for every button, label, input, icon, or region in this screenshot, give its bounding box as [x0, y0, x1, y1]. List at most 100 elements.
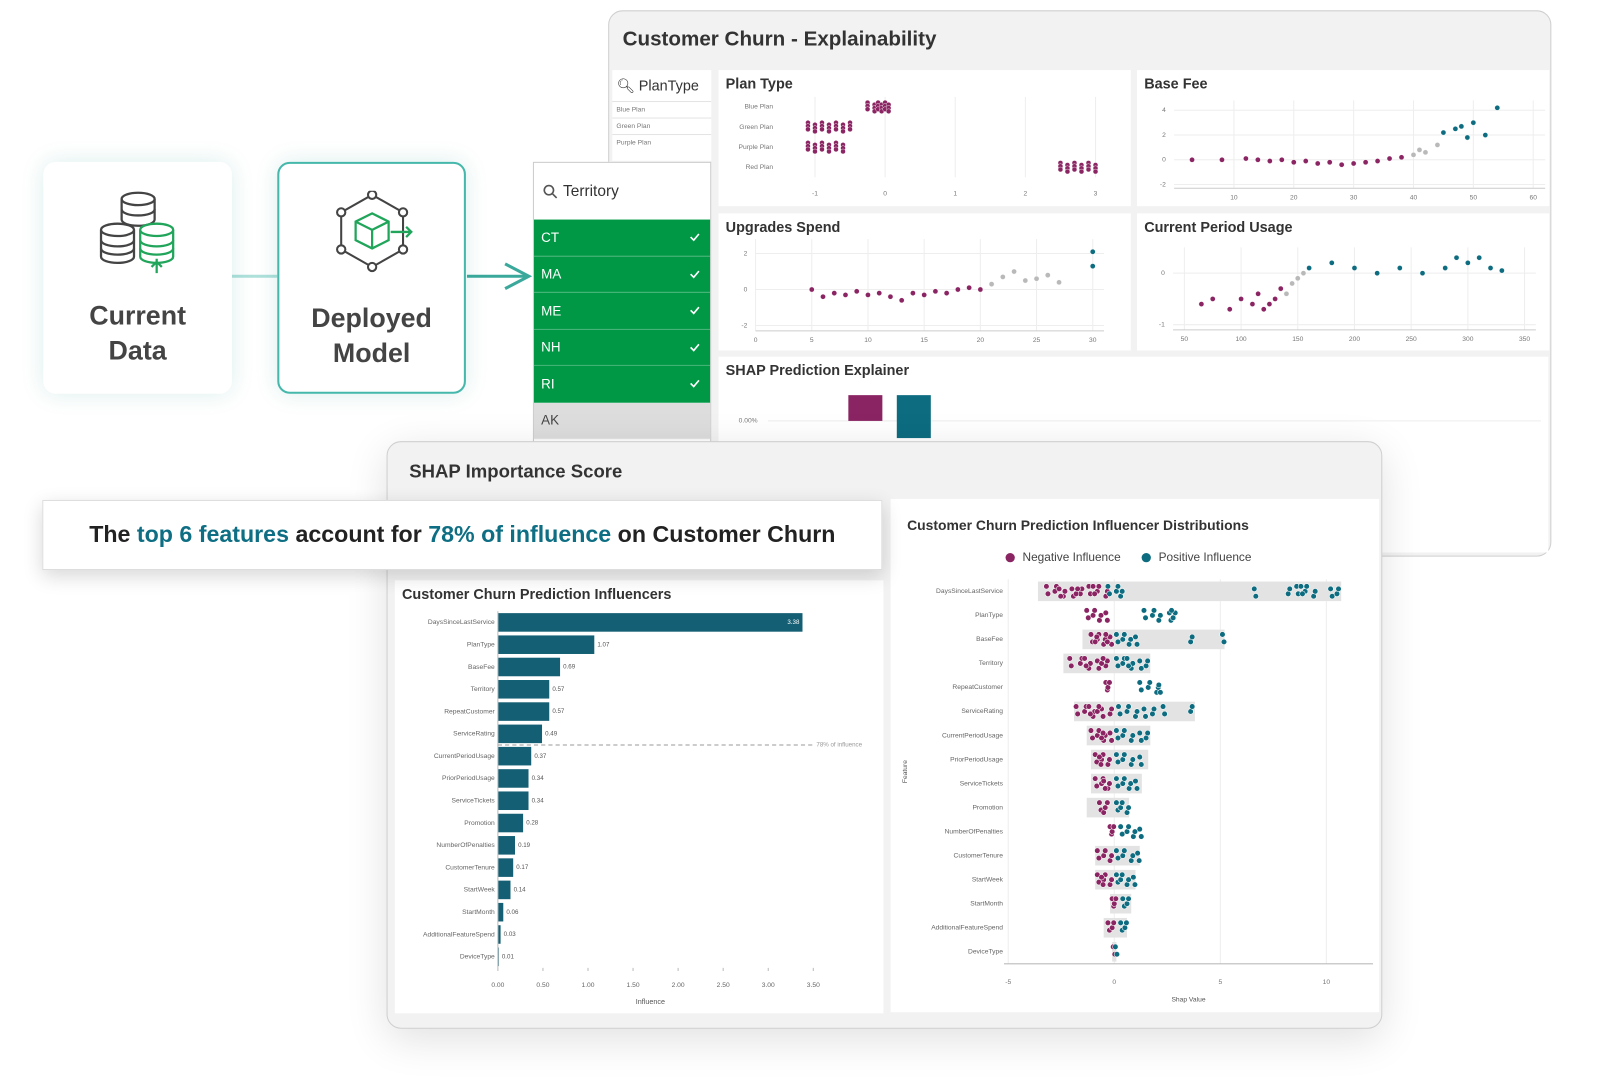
y-tick-label: 0	[1161, 270, 1165, 277]
filter-item[interactable]: ME	[533, 292, 711, 330]
point	[1291, 159, 1297, 166]
point	[1123, 828, 1131, 835]
point	[840, 128, 846, 135]
point	[812, 122, 818, 128]
reference-label: 78% of influence	[816, 742, 862, 749]
point	[1189, 633, 1196, 640]
filter-item[interactable]: AK	[533, 402, 711, 440]
point	[853, 288, 860, 295]
point	[1071, 163, 1078, 169]
point	[871, 101, 878, 108]
point	[833, 146, 839, 153]
point	[826, 148, 832, 155]
point	[1098, 660, 1105, 667]
point	[1100, 809, 1107, 816]
point	[1091, 708, 1098, 715]
point	[1249, 301, 1256, 307]
range-box	[1090, 749, 1149, 770]
x-tick-label: 0.50	[536, 982, 549, 989]
point	[1107, 710, 1114, 717]
point	[1300, 270, 1307, 276]
point	[1434, 142, 1441, 148]
point	[1114, 783, 1121, 790]
x-tick-label: 200	[1349, 336, 1360, 343]
chart-card: Upgrades Spend 0 5 10 15 20 25 30 -2 0 2	[718, 213, 1131, 351]
point	[1087, 710, 1094, 717]
point	[1104, 761, 1111, 768]
y-tick-label: -2	[741, 322, 747, 329]
point	[1132, 713, 1139, 720]
point	[1093, 633, 1100, 640]
value-label: 0.28	[526, 820, 539, 827]
point	[1112, 895, 1119, 902]
point	[1119, 852, 1126, 859]
point	[1335, 585, 1342, 592]
point	[1102, 636, 1109, 643]
filter-item[interactable]: MA	[533, 256, 711, 293]
point	[1128, 737, 1135, 744]
value-label: 0.01	[502, 953, 515, 960]
value-label: 0.34	[532, 775, 545, 782]
filter-item[interactable]: CT	[533, 219, 711, 257]
point	[1085, 703, 1092, 710]
point	[1098, 705, 1105, 713]
point	[1057, 163, 1064, 169]
chart-card: Customer Churn Prediction Influencers 0.0…	[394, 580, 884, 1014]
x-tick-label: 40	[1410, 194, 1418, 201]
bar	[497, 613, 803, 632]
point	[1092, 162, 1099, 168]
point	[882, 103, 888, 109]
y-tick-label: NumberOfPenalties	[945, 828, 1004, 835]
x-tick-label: 0	[754, 337, 758, 344]
chart-plot: 0.00 0.50 1.00 1.50 2.00 2.50 3.00 3.50 Influenc…	[423, 611, 863, 1006]
filter-header: Territory	[534, 163, 710, 220]
point	[820, 293, 826, 300]
point	[1494, 105, 1501, 111]
point	[1123, 708, 1131, 715]
y-tick-label: PlanType	[975, 612, 1003, 619]
item-label: AK	[541, 412, 560, 429]
x-tick-label: 50	[1470, 194, 1478, 201]
point	[1117, 593, 1124, 600]
point	[1100, 655, 1107, 662]
chart-card: Plan Type -1 0 1 2 3 Blue Plan Green Plan Purple…	[718, 70, 1131, 207]
y-tick-label: 2	[1162, 132, 1166, 139]
range-box	[1086, 797, 1130, 818]
point	[1121, 847, 1128, 854]
point	[812, 145, 818, 151]
point	[1267, 158, 1273, 164]
range-box	[1073, 701, 1195, 722]
chart-title: SHAP Prediction Explainer	[725, 361, 910, 379]
point	[1128, 761, 1135, 768]
item-label: NH	[541, 339, 561, 355]
point	[1108, 876, 1115, 883]
territory-filter[interactable]: Territory CT MA ME NH RI AK	[532, 161, 712, 446]
point	[1126, 785, 1133, 792]
x-tick-label: 10	[864, 337, 872, 344]
x-tick-label: 10	[1323, 979, 1331, 986]
point	[864, 103, 871, 109]
point	[864, 99, 871, 106]
point	[1108, 641, 1115, 648]
point	[840, 125, 846, 131]
point	[1166, 609, 1173, 616]
x-tick-label: 60	[1529, 194, 1537, 201]
point	[1096, 799, 1103, 806]
filter-item[interactable]: RI	[533, 365, 711, 403]
point	[1129, 732, 1136, 739]
x-tick-label: 20	[1290, 194, 1298, 201]
point	[1085, 160, 1092, 166]
plan-filter[interactable]: 🔍︎ PlanType Blue Plan Green Plan Purple Pl…	[612, 70, 712, 161]
filter-item[interactable]: NH	[533, 329, 711, 366]
bar	[497, 858, 514, 877]
point	[1057, 166, 1064, 173]
point	[1095, 855, 1102, 862]
point	[1094, 636, 1101, 643]
point	[1123, 900, 1131, 907]
point	[1092, 775, 1099, 782]
point	[1102, 662, 1109, 669]
y-tick-label: StartMonth	[462, 909, 495, 916]
point	[1078, 165, 1085, 171]
point	[842, 292, 849, 298]
y-tick-label: -1	[1159, 321, 1165, 328]
